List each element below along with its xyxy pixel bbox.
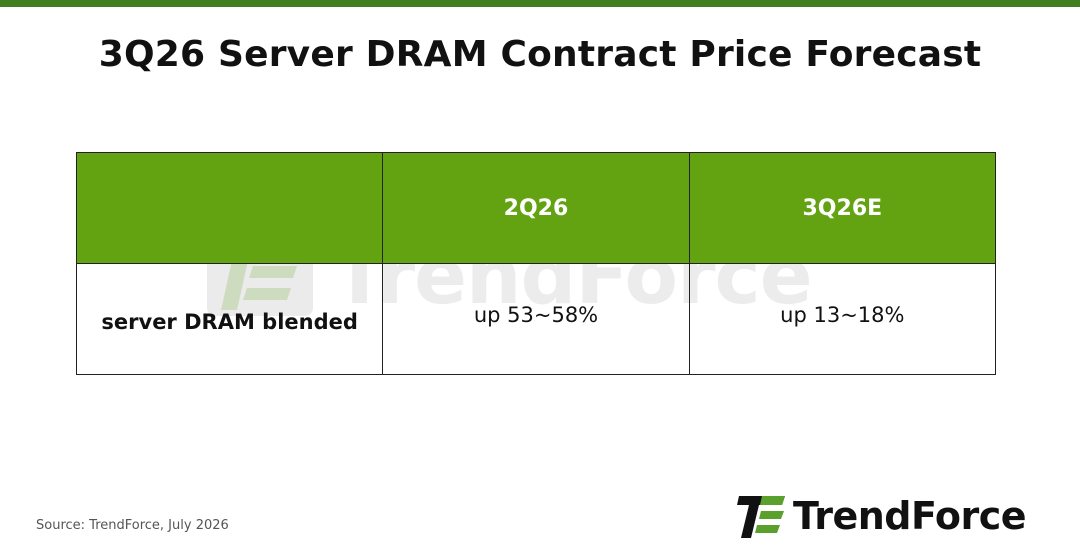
value-2q26: up 53~58% [382,263,690,375]
header-empty-cell [75,152,384,264]
header-2q26: 2Q26 [382,152,690,264]
trendforce-logo-icon [737,496,785,538]
table-header-row: 2Q26 3Q26E [75,152,997,264]
value-3q26e: up 13~18% [688,263,997,375]
header-3q26e: 3Q26E [688,152,997,264]
page-title: 3Q26 Server DRAM Contract Price Forecast [98,34,982,75]
source-note: Source: TrendForce, July 2026 [36,518,229,533]
logo-text: TrendForce [793,494,1027,538]
trendforce-logo: TrendForce [737,494,1057,544]
row-label: server DRAM blended [75,263,384,375]
top-accent-bar [0,0,1080,7]
table-row: server DRAM blended up 53~58% up 13~18% [75,263,997,375]
price-forecast-table: 2Q26 3Q26E server DRAM blended up 53~58%… [75,152,997,375]
